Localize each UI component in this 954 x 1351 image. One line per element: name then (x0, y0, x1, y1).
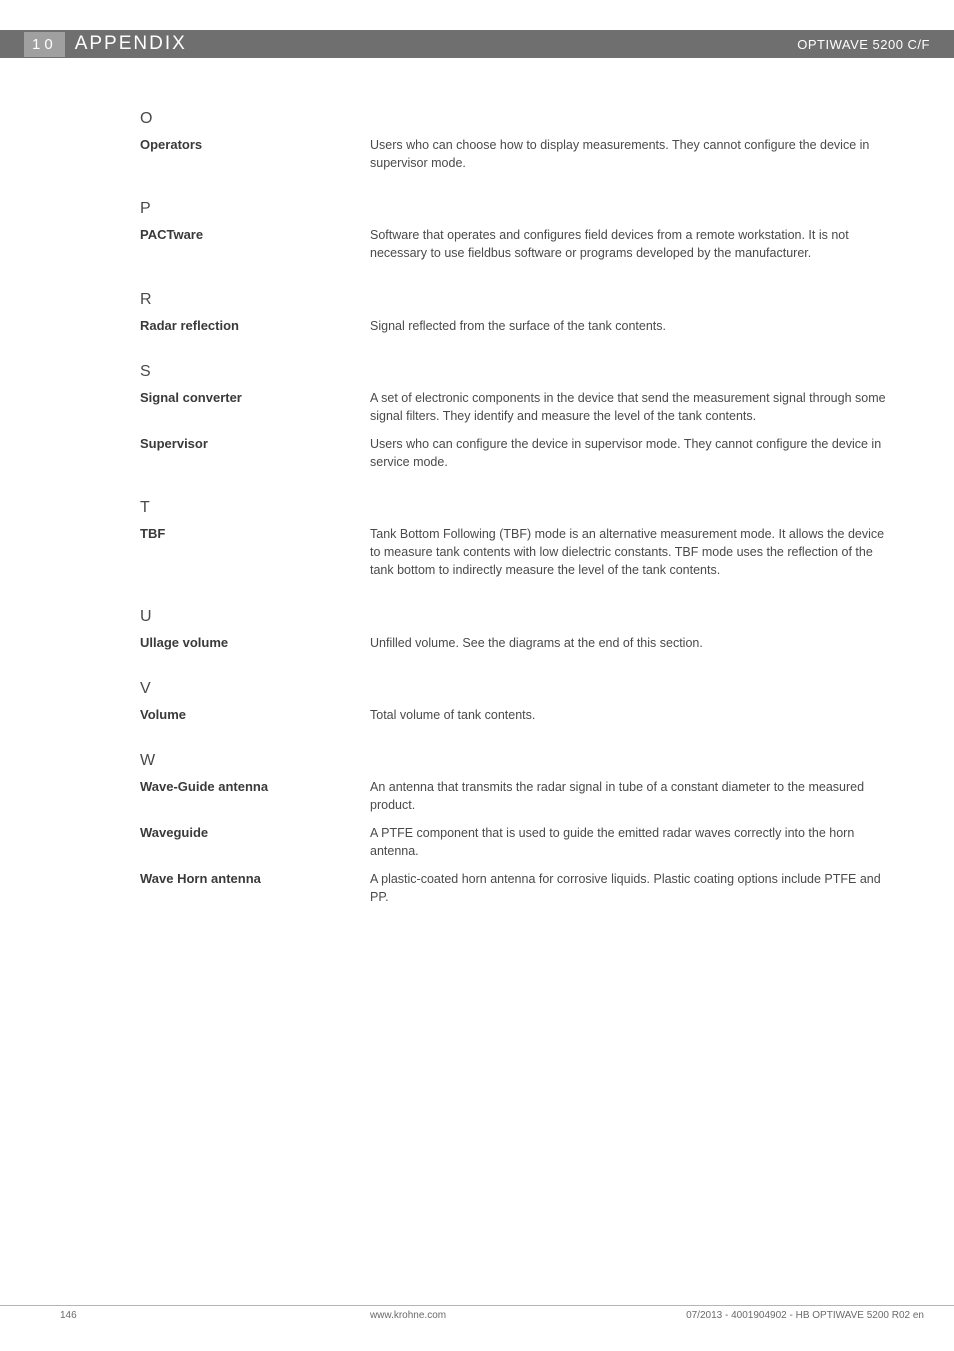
glossary-entry: Wave-Guide antenna An antenna that trans… (140, 778, 910, 814)
glossary-entry: PACTware Software that operates and conf… (140, 226, 910, 262)
glossary-definition: Tank Bottom Following (TBF) mode is an a… (370, 525, 910, 579)
chapter-title: APPENDIX (75, 33, 187, 55)
glossary-term: Ullage volume (140, 634, 370, 650)
product-name: OPTIWAVE 5200 C/F (797, 37, 930, 52)
glossary-entry: Radar reflection Signal reflected from t… (140, 317, 910, 335)
footer-doc-id: 07/2013 - 4001904902 - HB OPTIWAVE 5200 … (686, 1310, 924, 1321)
glossary-entry: Wave Horn antenna A plastic-coated horn … (140, 870, 910, 906)
glossary-definition: A PTFE component that is used to guide t… (370, 824, 910, 860)
glossary-definition: Users who can configure the device in su… (370, 435, 910, 471)
section-letter: T (140, 499, 910, 517)
glossary-definition: A set of electronic components in the de… (370, 389, 910, 425)
glossary-definition: Signal reflected from the surface of the… (370, 317, 910, 335)
glossary-definition: Total volume of tank contents. (370, 706, 910, 724)
glossary-entry: TBF Tank Bottom Following (TBF) mode is … (140, 525, 910, 579)
glossary-entry: Operators Users who can choose how to di… (140, 136, 910, 172)
section-letter: O (140, 110, 910, 128)
footer-url: www.krohne.com (130, 1310, 686, 1321)
glossary-definition: Software that operates and configures fi… (370, 226, 910, 262)
glossary-term: Waveguide (140, 824, 370, 840)
section-letter: P (140, 200, 910, 218)
glossary-term: Operators (140, 136, 370, 152)
glossary-entry: Waveguide A PTFE component that is used … (140, 824, 910, 860)
chapter-number: 10 (24, 32, 65, 57)
section-letter: W (140, 752, 910, 770)
section-letter: U (140, 608, 910, 626)
glossary-content: O Operators Users who can choose how to … (140, 110, 910, 917)
section-letter: S (140, 363, 910, 381)
glossary-term: Wave Horn antenna (140, 870, 370, 886)
glossary-term: Wave-Guide antenna (140, 778, 370, 794)
header-bar: 10 APPENDIX OPTIWAVE 5200 C/F (0, 30, 954, 58)
glossary-term: PACTware (140, 226, 370, 242)
footer-page-number: 146 (60, 1310, 130, 1321)
glossary-term: TBF (140, 525, 370, 541)
footer: 146 www.krohne.com 07/2013 - 4001904902 … (0, 1305, 954, 1321)
glossary-term: Radar reflection (140, 317, 370, 333)
glossary-definition: An antenna that transmits the radar sign… (370, 778, 910, 814)
section-letter: V (140, 680, 910, 698)
glossary-entry: Ullage volume Unfilled volume. See the d… (140, 634, 910, 652)
glossary-definition: Users who can choose how to display meas… (370, 136, 910, 172)
glossary-entry: Signal converter A set of electronic com… (140, 389, 910, 425)
glossary-term: Supervisor (140, 435, 370, 451)
glossary-definition: Unfilled volume. See the diagrams at the… (370, 634, 910, 652)
glossary-entry: Volume Total volume of tank contents. (140, 706, 910, 724)
glossary-entry: Supervisor Users who can configure the d… (140, 435, 910, 471)
section-letter: R (140, 291, 910, 309)
glossary-definition: A plastic-coated horn antenna for corros… (370, 870, 910, 906)
glossary-term: Volume (140, 706, 370, 722)
glossary-term: Signal converter (140, 389, 370, 405)
